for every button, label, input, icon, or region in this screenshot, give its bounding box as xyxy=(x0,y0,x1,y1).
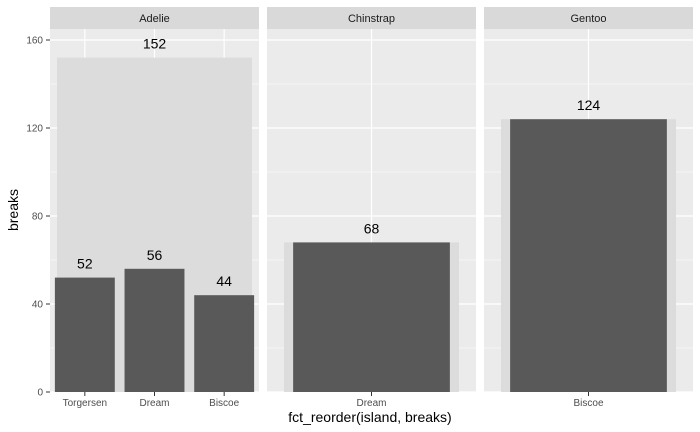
bar-value-label: 52 xyxy=(77,256,93,272)
facet-strip xyxy=(267,7,476,29)
y-tick-label: 0 xyxy=(37,388,43,399)
x-tick-label: Biscoe xyxy=(209,398,239,409)
facet-strip xyxy=(484,7,693,29)
total-label: 124 xyxy=(577,97,601,113)
y-tick-label: 120 xyxy=(26,124,43,135)
y-tick-label: 40 xyxy=(32,300,44,311)
bar-value-label: 44 xyxy=(216,273,232,289)
x-tick-label: Dream xyxy=(139,398,169,409)
facet-panels: Adelie 152 52 Torgersen 56 Dream 44 Biscoe Chins… xyxy=(50,7,693,409)
facet-strip xyxy=(50,7,259,29)
bar xyxy=(194,295,255,392)
facet-strip-label: Chinstrap xyxy=(348,13,395,25)
facet-panel-chinstrap: Chinstrap 68 Dream xyxy=(267,7,476,409)
y-tick-label: 80 xyxy=(32,212,44,223)
facet-panel-adelie: Adelie 152 52 Torgersen 56 Dream 44 Biscoe xyxy=(50,7,259,409)
total-label: 152 xyxy=(143,36,167,52)
bar xyxy=(510,119,667,392)
bar-value-label: 56 xyxy=(147,247,163,263)
bar xyxy=(293,242,450,392)
x-tick-label: Biscoe xyxy=(573,398,603,409)
y-axis-title: breaks xyxy=(5,189,21,231)
x-tick-label: Dream xyxy=(356,398,386,409)
facet-strip-label: Adelie xyxy=(139,13,170,25)
y-axis: 0 40 80 120 160 xyxy=(26,36,50,399)
x-axis-title: fct_reorder(island, breaks) xyxy=(288,409,451,425)
y-tick-label: 160 xyxy=(26,36,43,47)
total-label: 68 xyxy=(364,220,380,236)
facet-strip-label: Gentoo xyxy=(570,13,606,25)
bar xyxy=(54,277,115,392)
x-tick-label: Torgersen xyxy=(63,398,107,409)
facet-panel-gentoo: Gentoo 124 Biscoe xyxy=(484,7,693,409)
bar xyxy=(124,268,185,392)
